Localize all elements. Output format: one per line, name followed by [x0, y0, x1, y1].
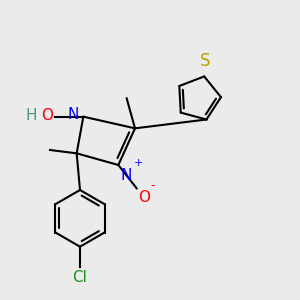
Text: +: +: [133, 158, 143, 168]
Text: N: N: [68, 107, 79, 122]
Text: Cl: Cl: [73, 270, 87, 285]
Text: H: H: [25, 109, 37, 124]
Text: -: -: [151, 179, 155, 192]
Text: S: S: [200, 52, 210, 70]
Text: N: N: [120, 168, 131, 183]
Text: O: O: [41, 109, 53, 124]
Text: O: O: [138, 190, 150, 205]
